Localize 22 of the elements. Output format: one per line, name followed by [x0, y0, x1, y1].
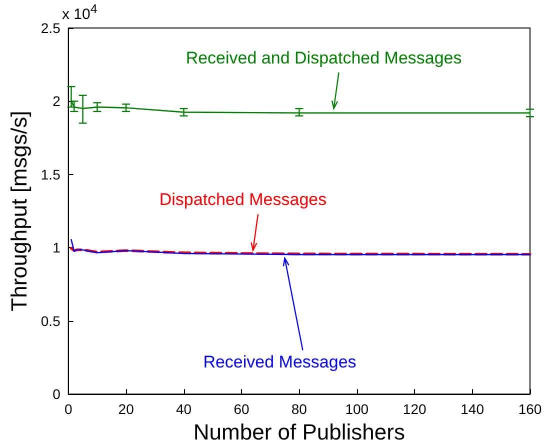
y-tick-label: 1.5: [40, 166, 61, 182]
x-axis-title: Number of Publishers: [193, 420, 405, 444]
line-series: [70, 238, 531, 256]
y-tick-label: 0.5: [40, 312, 61, 329]
annotation: Received and Dispatched Messages: [186, 48, 462, 68]
x-tick-label: 100: [345, 401, 369, 418]
x-tick-label: 140: [460, 401, 484, 418]
text: x 10$^{4}$: [62, 2, 98, 23]
x-tick-label: 60: [234, 401, 250, 418]
annotation: Dispatched Messages: [159, 190, 327, 210]
y-tick-label: 0: [52, 386, 61, 402]
x-tick-label: 20: [118, 401, 134, 418]
x-tick-label: 80: [291, 401, 308, 418]
x-tick-label: 0: [64, 401, 72, 418]
y-tick-label: 1: [52, 240, 61, 256]
x-tick-label: 160: [518, 401, 542, 418]
x-tick-label: 120: [402, 401, 426, 418]
x-tick-label: 40: [176, 401, 192, 418]
y-tick-label: 2.5: [40, 20, 61, 36]
annotation: Received Messages: [203, 352, 356, 372]
y-tick-label: 2: [52, 93, 61, 110]
y-axis-title: Throughput [msgs/s]: [6, 110, 32, 312]
